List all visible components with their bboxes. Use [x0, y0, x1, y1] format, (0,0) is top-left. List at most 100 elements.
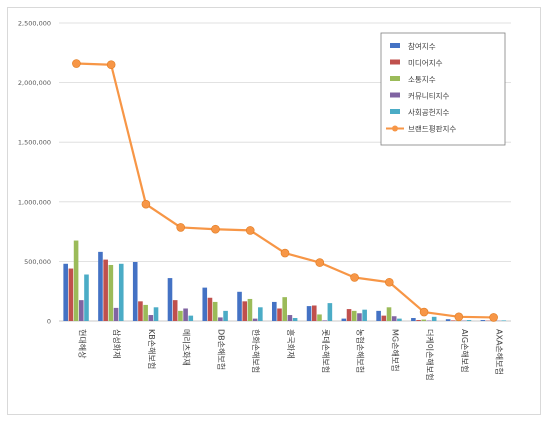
bar-4-4	[223, 310, 228, 321]
brand-index-point	[106, 60, 116, 70]
y-tick-label: 2,500,000	[18, 20, 51, 28]
y-tick-label: 0	[47, 318, 51, 326]
bar-1-11	[451, 320, 456, 321]
bar-3-4	[218, 317, 223, 321]
bar-2-5	[247, 298, 253, 321]
bar-3-6	[287, 315, 293, 321]
bar-4-10	[431, 316, 437, 321]
bar-1-7	[311, 305, 317, 321]
legend-swatch	[390, 59, 400, 65]
bar-0-3	[167, 278, 173, 321]
bar-3-1	[113, 307, 119, 321]
x-tick-label: KB손해보험	[147, 329, 157, 369]
bar-3-9	[391, 316, 397, 321]
legend-swatch	[390, 92, 400, 98]
legend-swatch	[390, 76, 400, 81]
bar-4-1	[118, 263, 124, 321]
bar-1-2	[138, 301, 143, 321]
legend-marker	[392, 125, 398, 132]
legend-swatch	[390, 109, 400, 114]
x-tick-label: AIG손해보험	[460, 329, 470, 372]
brand-index-point	[454, 312, 464, 322]
bar-2-4	[212, 301, 218, 321]
x-tick-label: 한화손해보험	[251, 329, 261, 373]
bar-4-8	[362, 309, 367, 321]
legend-label: 브랜드평판지수	[408, 124, 456, 134]
brand-index-point	[176, 223, 185, 232]
bar-2-8	[351, 310, 357, 321]
bar-1-1	[103, 259, 108, 321]
bar-2-3	[178, 310, 183, 321]
brand-index-point	[350, 273, 359, 282]
x-axis: 현대해상 삼성화재 KB손해보험 메리츠화재 DB손해보험 한화손해보험 흥국화재 롯데손해보…	[77, 329, 504, 381]
y-tick-label: 500,000	[24, 258, 51, 266]
bar-0-11	[445, 319, 451, 321]
bar-2-10	[421, 319, 427, 321]
bar-0-4	[202, 287, 208, 321]
brand-index-point	[315, 258, 325, 267]
bar-2-2	[143, 304, 148, 321]
bar-1-0	[68, 268, 74, 321]
bar-0-1	[98, 251, 103, 321]
bar-4-2	[153, 307, 159, 321]
bar-1-8	[346, 309, 352, 321]
brand-index-point	[211, 224, 220, 234]
brand-index-point	[419, 307, 429, 317]
brand-index-point	[489, 313, 498, 322]
bar-0-0	[63, 263, 68, 321]
bar-3-2	[148, 315, 154, 321]
x-tick-label: 농협손해보험	[356, 329, 366, 373]
y-tick-label: 1,500,000	[18, 139, 51, 147]
x-tick-label: 더케이손해보험	[425, 329, 435, 381]
bar-series	[63, 240, 507, 321]
bar-1-6	[277, 308, 282, 321]
bar-0-7	[306, 306, 312, 321]
bar-3-5	[252, 318, 258, 321]
bar-0-10	[411, 318, 416, 321]
legend-box	[380, 32, 506, 146]
legend-label: 참여지수	[408, 41, 436, 51]
bar-1-9	[381, 315, 387, 321]
bar-2-9	[386, 307, 392, 321]
bar-1-5	[242, 301, 248, 321]
y-tick-label: 1,000,000	[18, 198, 51, 206]
x-tick-label: DB손해보험	[216, 329, 226, 370]
bar-1-3	[172, 300, 178, 321]
y-tick-label: 2,000,000	[18, 79, 51, 87]
bar-0-8	[341, 318, 347, 321]
brand-index-point	[280, 248, 290, 258]
bar-0-9	[376, 310, 381, 321]
legend-label: 소통지수	[408, 75, 436, 84]
bar-2-0	[73, 240, 79, 321]
combo-chart: 0 500,000 1,000,000 1,500,000 2,000,000 2,500…	[18, 20, 511, 381]
x-tick-label: 삼성화재	[112, 329, 122, 358]
bar-3-8	[357, 313, 362, 321]
legend-label: 커뮤니티지수	[408, 92, 449, 101]
bar-2-6	[282, 297, 287, 321]
x-tick-label: 롯데손해보험	[321, 329, 331, 373]
x-tick-label: MG손해보험	[390, 329, 400, 372]
brand-index-point	[245, 226, 255, 235]
bar-4-11	[466, 320, 472, 321]
legend-swatch	[390, 43, 400, 48]
brand-index-point	[385, 277, 394, 287]
bar-2-1	[108, 264, 114, 321]
brand-index-point	[141, 199, 151, 209]
bar-4-12	[501, 320, 507, 321]
chart-frame: 0 500,000 1,000,000 1,500,000 2,000,000 2,500…	[7, 7, 541, 415]
x-tick-label: 메리츠화재	[182, 329, 191, 366]
bar-0-5	[237, 291, 242, 321]
bar-4-5	[258, 307, 263, 321]
bar-1-4	[207, 297, 213, 321]
bar-3-7	[322, 320, 327, 321]
bar-3-3	[183, 308, 188, 321]
bar-0-6	[272, 301, 277, 321]
bar-4-3	[188, 315, 194, 321]
x-tick-label: 흥국화재	[286, 329, 296, 358]
bar-3-0	[78, 300, 84, 321]
bar-1-10	[416, 320, 421, 321]
bar-0-2	[132, 261, 138, 321]
legend-label: 미디어지수	[408, 58, 443, 68]
bar-4-7	[327, 303, 333, 321]
